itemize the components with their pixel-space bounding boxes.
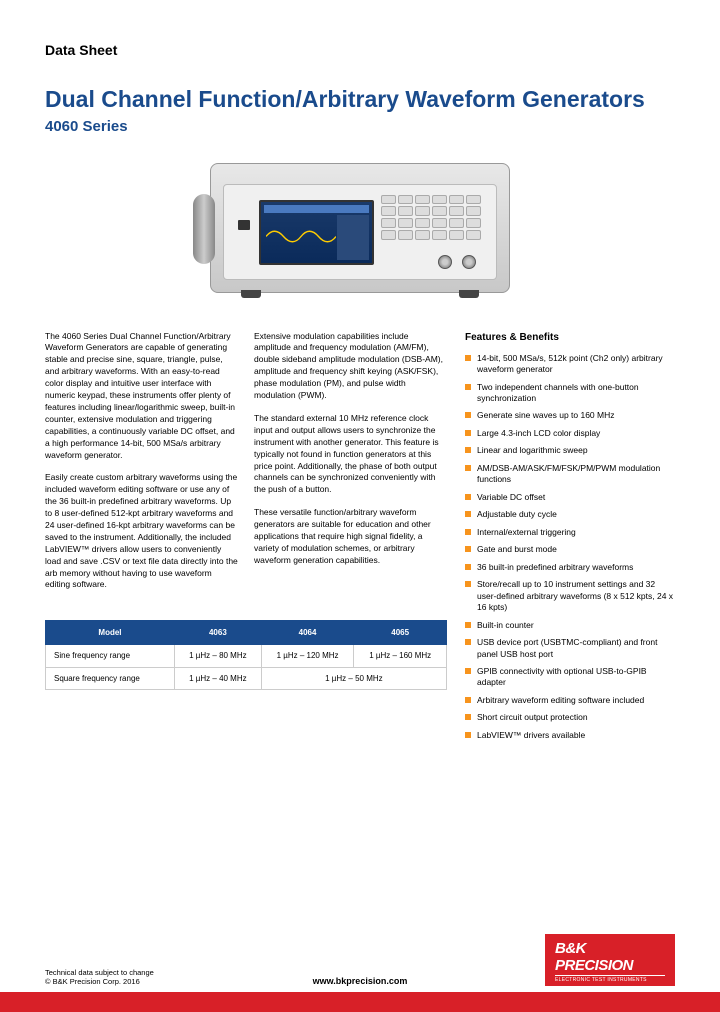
cell: 1 µHz – 80 MHz [174,645,261,667]
table-row: Sine frequency range 1 µHz – 80 MHz 1 µH… [46,645,447,667]
row-label: Square frequency range [46,667,175,689]
modulation-paragraph: Extensive modulation capabilities includ… [254,331,447,402]
body-column-2: Extensive modulation capabilities includ… [254,331,447,603]
series-subtitle: 4060 Series [45,118,675,135]
disclaimer-line-2: © B&K Precision Corp. 2016 [45,977,255,986]
footer-red-bar [0,992,720,1012]
table-header-4064: 4064 [261,621,354,645]
page-footer: Technical data subject to change © B&K P… [0,934,720,1012]
feature-item: Adjustable duty cycle [465,509,675,520]
table-row: Square frequency range 1 µHz – 40 MHz 1 … [46,667,447,689]
feature-item: Two independent channels with one-button… [465,382,675,405]
intro-paragraph: The 4060 Series Dual Channel Function/Ar… [45,331,238,462]
body-column-1: The 4060 Series Dual Channel Function/Ar… [45,331,238,603]
feature-item: LabVIEW™ drivers available [465,730,675,741]
cell-merged: 1 µHz – 50 MHz [261,667,446,689]
feature-item: 14-bit, 500 MSa/s, 512k point (Ch2 only)… [465,353,675,376]
footer-url: www.bkprecision.com [255,976,465,986]
product-image [190,153,530,303]
feature-item: Store/recall up to 10 instrument setting… [465,579,675,613]
table-header-model: Model [46,621,175,645]
model-table: Model 4063 4064 4065 Sine frequency rang… [45,620,447,690]
table-header-4063: 4063 [174,621,261,645]
feature-item: Gate and burst mode [465,544,675,555]
feature-item: Short circuit output protection [465,712,675,723]
feature-item: Arbitrary waveform editing software incl… [465,695,675,706]
cell: 1 µHz – 120 MHz [261,645,354,667]
feature-item: Large 4.3-inch LCD color display [465,428,675,439]
feature-item: Internal/external triggering [465,527,675,538]
applications-paragraph: These versatile function/arbitrary wavef… [254,507,447,566]
logo-text: B&K PRECISION [555,940,665,974]
reference-clock-paragraph: The standard external 10 MHz reference c… [254,413,447,496]
logo-tagline: ELECTRONIC TEST INSTRUMENTS [555,975,665,983]
feature-item: USB device port (USBTMC-compliant) and f… [465,637,675,660]
disclaimer-line-1: Technical data subject to change [45,968,255,977]
feature-item: AM/DSB-AM/ASK/FM/FSK/PM/PWM modulation f… [465,463,675,486]
row-label: Sine frequency range [46,645,175,667]
document-type: Data Sheet [45,42,675,58]
waveform-paragraph: Easily create custom arbitrary waveforms… [45,472,238,591]
features-heading: Features & Benefits [465,331,675,345]
brand-logo: B&K PRECISION ELECTRONIC TEST INSTRUMENT… [545,934,675,986]
cell: 1 µHz – 40 MHz [174,667,261,689]
feature-item: 36 built-in predefined arbitrary wavefor… [465,562,675,573]
feature-item: Linear and logarithmic sweep [465,445,675,456]
cell: 1 µHz – 160 MHz [354,645,447,667]
table-header-4065: 4065 [354,621,447,645]
feature-item: Built-in counter [465,620,675,631]
features-list: 14-bit, 500 MSa/s, 512k point (Ch2 only)… [465,353,675,742]
feature-item: Generate sine waves up to 160 MHz [465,410,675,421]
feature-item: GPIB connectivity with optional USB-to-G… [465,666,675,689]
feature-item: Variable DC offset [465,492,675,503]
main-title: Dual Channel Function/Arbitrary Waveform… [45,86,675,114]
